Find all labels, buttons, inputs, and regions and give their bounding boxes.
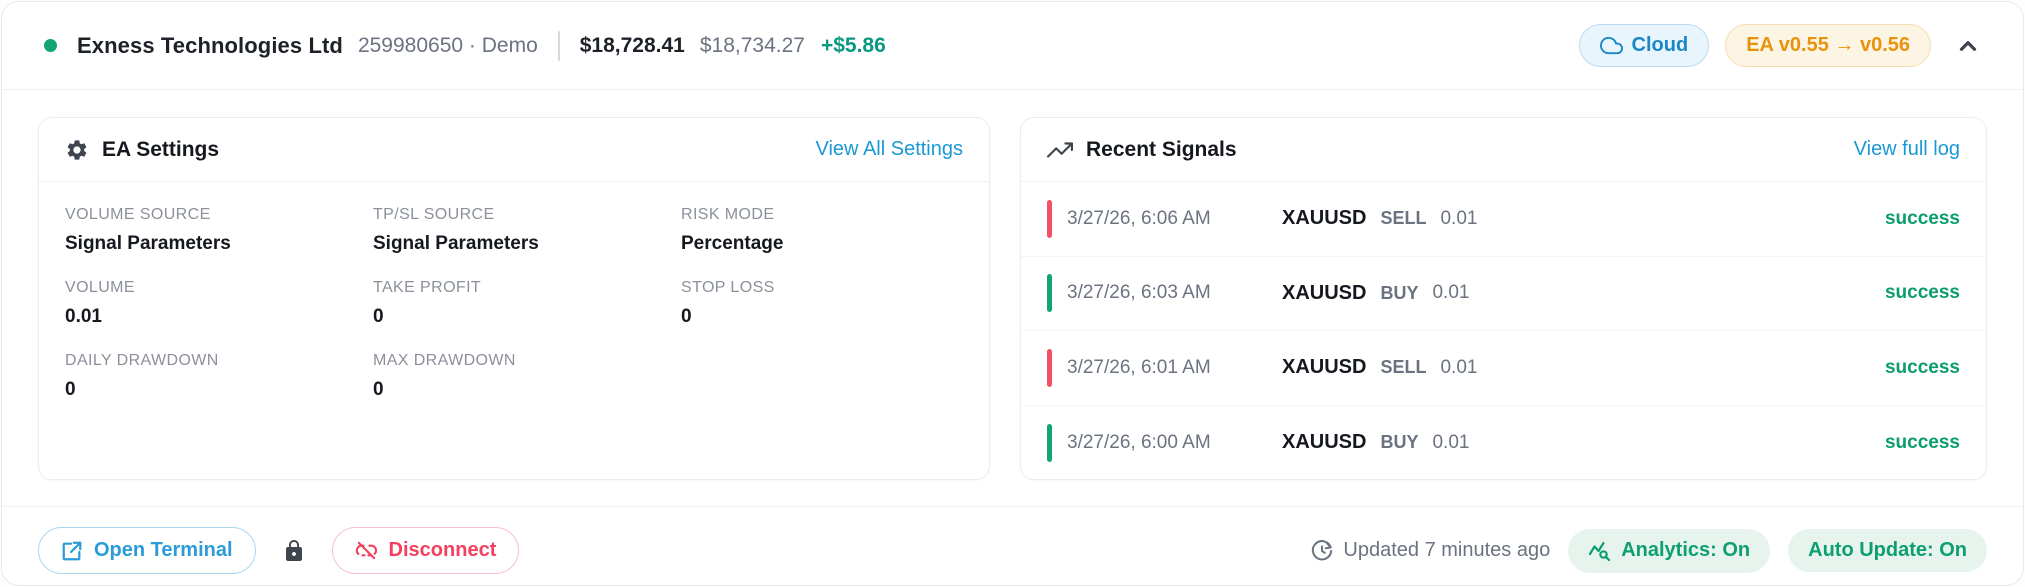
signal-symbol: XAUUSD bbox=[1282, 281, 1367, 304]
setting-label: TAKE PROFIT bbox=[373, 279, 482, 296]
signal-row[interactable]: 3/27/26, 6:06 AM XAUUSD SELL 0.01 succes… bbox=[1021, 182, 1986, 257]
setting-value: 0 bbox=[65, 379, 76, 400]
signal-side-bar bbox=[1047, 348, 1052, 387]
disconnect-label: Disconnect bbox=[388, 539, 497, 561]
setting-risk-mode: RISK MODE Percentage bbox=[681, 206, 963, 255]
setting-label: VOLUME bbox=[65, 279, 135, 296]
cloud-badge-label: Cloud bbox=[1631, 34, 1689, 56]
setting-value: 0 bbox=[373, 379, 384, 400]
signal-time: 3/27/26, 6:03 AM bbox=[1067, 282, 1211, 304]
signal-volume: 0.01 bbox=[1432, 282, 1470, 304]
account-id: 259980650 · Demo bbox=[357, 33, 538, 57]
recent-signals-title: Recent Signals bbox=[1086, 137, 1237, 161]
setting-volume-source: VOLUME SOURCE Signal Parameters bbox=[65, 206, 373, 255]
signal-status: success bbox=[1884, 282, 1960, 304]
signal-side-bar bbox=[1047, 274, 1052, 313]
trending-up-icon bbox=[1047, 137, 1073, 163]
lock-indicator bbox=[282, 539, 306, 563]
ea-settings-grid: VOLUME SOURCE Signal Parameters TP/SL SO… bbox=[39, 182, 989, 425]
signal-row[interactable]: 3/27/26, 6:03 AM XAUUSD BUY 0.01 success bbox=[1021, 257, 1986, 331]
signal-time: 3/27/26, 6:00 AM bbox=[1067, 431, 1211, 453]
view-all-settings-link[interactable]: View All Settings bbox=[815, 138, 964, 160]
collapse-panel-button[interactable] bbox=[1955, 33, 1981, 59]
setting-label: VOLUME SOURCE bbox=[65, 206, 211, 223]
header-divider bbox=[557, 30, 560, 61]
balance-value: $18,734.27 bbox=[699, 33, 805, 57]
setting-take-profit: TAKE PROFIT 0 bbox=[373, 279, 681, 328]
signal-side: SELL bbox=[1380, 357, 1427, 378]
view-full-log-link[interactable]: View full log bbox=[1853, 138, 1960, 160]
signal-row[interactable]: 3/27/26, 6:01 AM XAUUSD SELL 0.01 succes… bbox=[1021, 331, 1986, 406]
signal-side: BUY bbox=[1380, 432, 1419, 453]
signal-symbol: XAUUSD bbox=[1282, 207, 1367, 230]
last-updated: Updated 7 minutes ago bbox=[1311, 539, 1550, 562]
external-link-icon bbox=[61, 540, 83, 562]
gear-icon bbox=[65, 138, 89, 162]
cloud-icon bbox=[1599, 34, 1623, 57]
setting-label: TP/SL SOURCE bbox=[373, 206, 495, 223]
account-header: Exness Technologies Ltd 259980650 · Demo… bbox=[2, 2, 2023, 90]
setting-value: 0 bbox=[681, 306, 692, 327]
equity-value: $18,728.41 bbox=[579, 33, 685, 57]
header-actions: Cloud EA v0.55 → v0.56 bbox=[1578, 24, 1981, 67]
signal-volume: 0.01 bbox=[1432, 431, 1470, 453]
signal-status: success bbox=[1884, 356, 1960, 378]
signal-side-bar bbox=[1047, 199, 1052, 238]
signal-time: 3/27/26, 6:01 AM bbox=[1067, 356, 1211, 378]
setting-stop-loss: STOP LOSS 0 bbox=[681, 279, 963, 328]
setting-value: Signal Parameters bbox=[373, 233, 539, 254]
signal-volume: 0.01 bbox=[1440, 356, 1478, 378]
lock-icon bbox=[282, 539, 306, 563]
profit-value: +$5.86 bbox=[820, 33, 886, 57]
last-updated-label: Updated 7 minutes ago bbox=[1343, 539, 1551, 561]
analytics-toggle-label: Analytics: On bbox=[1621, 539, 1751, 561]
signal-symbol: XAUUSD bbox=[1282, 431, 1367, 454]
ea-settings-header: EA Settings View All Settings bbox=[39, 118, 989, 182]
signal-side: SELL bbox=[1380, 208, 1427, 229]
setting-value: 0.01 bbox=[65, 306, 102, 327]
link-off-icon bbox=[355, 539, 378, 562]
account-name: Exness Technologies Ltd bbox=[77, 32, 343, 58]
ea-settings-card: EA Settings View All Settings VOLUME SOU… bbox=[38, 117, 990, 480]
footer-status-area: Updated 7 minutes ago Analytics: On Auto… bbox=[1311, 528, 1987, 573]
auto-update-toggle-badge[interactable]: Auto Update: On bbox=[1788, 529, 1987, 572]
signal-volume: 0.01 bbox=[1440, 207, 1478, 229]
setting-value: Signal Parameters bbox=[65, 233, 231, 254]
signal-time: 3/27/26, 6:06 AM bbox=[1067, 207, 1211, 229]
signal-side: BUY bbox=[1380, 282, 1419, 303]
auto-update-toggle-label: Auto Update: On bbox=[1808, 539, 1967, 561]
main-content: EA Settings View All Settings VOLUME SOU… bbox=[2, 90, 2023, 480]
signal-side-bar bbox=[1047, 423, 1052, 462]
connection-status-dot bbox=[44, 39, 57, 52]
setting-label: MAX DRAWDOWN bbox=[373, 352, 516, 369]
ea-version-badge[interactable]: EA v0.55 → v0.56 bbox=[1725, 24, 1931, 67]
open-terminal-button[interactable]: Open Terminal bbox=[38, 527, 256, 574]
ea-settings-title: EA Settings bbox=[102, 137, 220, 161]
signal-status: success bbox=[1884, 207, 1960, 229]
setting-max-drawdown: MAX DRAWDOWN 0 bbox=[373, 352, 681, 401]
signal-row[interactable]: 3/27/26, 6:00 AM XAUUSD BUY 0.01 success bbox=[1021, 406, 1986, 480]
disconnect-button[interactable]: Disconnect bbox=[331, 527, 520, 574]
recent-signals-card: Recent Signals View full log 3/27/26, 6:… bbox=[1020, 117, 1987, 480]
chevron-up-icon bbox=[1955, 33, 1981, 59]
setting-daily-drawdown: DAILY DRAWDOWN 0 bbox=[65, 352, 373, 401]
setting-label: STOP LOSS bbox=[681, 279, 775, 296]
footer-bar: Open Terminal Disconnect Updated 7 minut… bbox=[2, 506, 2023, 585]
analytics-icon bbox=[1588, 539, 1612, 563]
setting-volume: VOLUME 0.01 bbox=[65, 279, 373, 328]
setting-tpsl-source: TP/SL SOURCE Signal Parameters bbox=[373, 206, 681, 255]
setting-label: RISK MODE bbox=[681, 206, 775, 223]
update-clock-icon bbox=[1311, 539, 1333, 562]
setting-value: 0 bbox=[373, 306, 384, 327]
analytics-toggle-badge[interactable]: Analytics: On bbox=[1568, 528, 1771, 573]
setting-value: Percentage bbox=[681, 233, 784, 254]
signal-symbol: XAUUSD bbox=[1282, 356, 1367, 379]
cloud-badge[interactable]: Cloud bbox=[1578, 24, 1710, 67]
recent-signals-header: Recent Signals View full log bbox=[1021, 118, 1986, 182]
open-terminal-label: Open Terminal bbox=[94, 539, 233, 561]
setting-label: DAILY DRAWDOWN bbox=[65, 352, 219, 369]
signal-status: success bbox=[1884, 431, 1960, 453]
ea-version-label: EA v0.55 → v0.56 bbox=[1746, 34, 1910, 56]
